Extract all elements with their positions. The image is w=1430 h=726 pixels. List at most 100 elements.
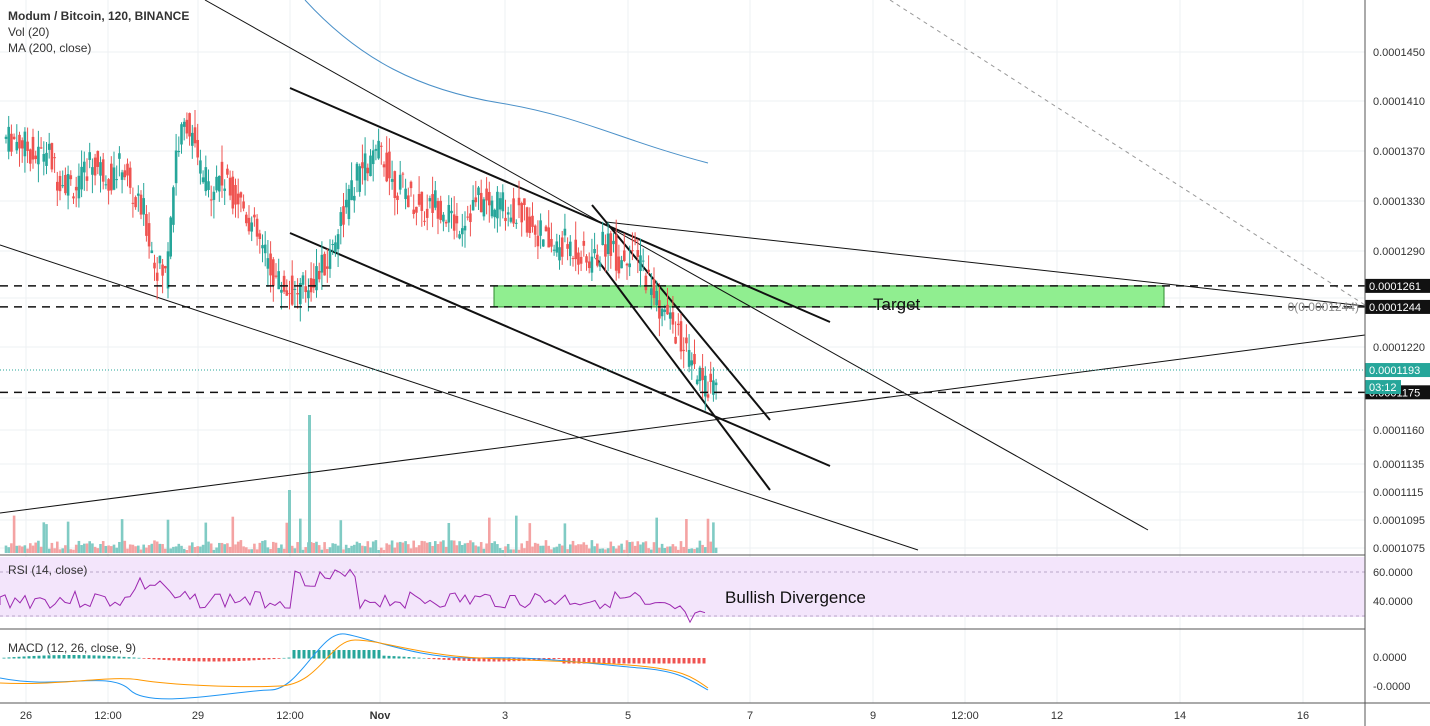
macd-hist-bar [277, 658, 281, 659]
candle [563, 213, 567, 243]
volume-bar [250, 549, 253, 553]
candle [547, 210, 550, 248]
candle [577, 247, 580, 275]
macd-hist-bar [367, 650, 371, 659]
macd-hist-bar [657, 658, 661, 664]
candle [307, 278, 310, 312]
candle [701, 353, 704, 399]
volume-bar [655, 517, 658, 553]
volume-bar [42, 522, 46, 553]
volume-bar [93, 546, 97, 553]
volume-bar [477, 546, 480, 553]
volume-bar [239, 540, 243, 553]
macd-hist-bar [37, 655, 41, 659]
macd-hist-bar [212, 658, 216, 662]
candle [344, 182, 348, 214]
macd-hist-bar [487, 658, 491, 662]
candle [101, 152, 105, 190]
volume-bar [501, 549, 505, 553]
x-tick-8: 9 [870, 710, 876, 722]
macd-hist-bar [207, 658, 211, 662]
macd-hist-bar [67, 655, 71, 659]
candle [288, 280, 291, 310]
volume-bar [417, 545, 421, 553]
volume-bar [706, 518, 710, 553]
volume-bar [193, 546, 197, 553]
candle [83, 151, 86, 191]
volume-bar [531, 546, 534, 553]
candle [363, 137, 367, 196]
volume-bar [436, 544, 440, 553]
macd-legend: MACD (12, 26, close, 9) [8, 641, 137, 655]
volume-bar [474, 545, 478, 553]
countdown-label: 03:12 [1369, 382, 1397, 394]
candle [296, 278, 299, 309]
candle [274, 263, 278, 279]
candle [166, 242, 170, 299]
candle [120, 169, 124, 194]
volume-bar [625, 540, 629, 553]
macd-hist-bar [427, 658, 431, 659]
volume-bar [652, 542, 656, 553]
candle [123, 164, 127, 181]
volume-bar [212, 549, 216, 553]
volume-bar [317, 545, 321, 553]
level-tag-1 [1365, 299, 1430, 314]
volume-bar [153, 540, 156, 553]
candle [223, 179, 226, 205]
volume-bar [45, 524, 48, 553]
ma-200-line [304, 0, 709, 164]
macd-hist-bar [407, 657, 411, 659]
candle [412, 194, 415, 219]
volume-bar [299, 518, 302, 553]
candle [431, 176, 434, 228]
y-tick-2: 0.0001370 [1373, 146, 1425, 158]
volume-bar [701, 544, 704, 553]
volume-bar [58, 549, 62, 553]
volume-bar [587, 548, 591, 553]
candle [398, 160, 402, 195]
macd-hist-bar [432, 658, 436, 660]
candle [91, 158, 94, 194]
volume-bar [458, 541, 461, 553]
rsi-series [0, 568, 706, 624]
candle [326, 248, 329, 283]
macd-hist-bar [2, 657, 6, 659]
candle [147, 212, 151, 259]
candle [334, 235, 337, 257]
volume-bar [377, 549, 380, 553]
trendline-3 [289, 232, 831, 467]
macd-hist-bar [572, 658, 576, 664]
candle [644, 272, 648, 294]
volume-bar [209, 543, 213, 553]
candle [396, 192, 399, 215]
volume-bar [236, 541, 240, 553]
macd-hist-bar [597, 658, 601, 664]
candle [485, 177, 488, 215]
macd-hist-bar [387, 655, 391, 659]
candle [531, 202, 534, 233]
macd-hist-bar [482, 658, 486, 662]
volume-bar [218, 542, 221, 553]
candle [199, 149, 202, 185]
candle [320, 241, 324, 290]
candle [579, 250, 583, 272]
volume-bar [223, 544, 226, 553]
volume-bar [390, 540, 394, 553]
volume-bar [428, 542, 432, 553]
y-tick-8: 0.0001115 [1373, 487, 1423, 499]
candle [304, 270, 307, 303]
candle [161, 258, 164, 294]
candle [517, 180, 521, 219]
volume-bar [123, 540, 127, 553]
volume-bar [37, 540, 40, 553]
volume-bar [15, 545, 19, 553]
candle [42, 141, 46, 176]
volume-bar [695, 547, 699, 553]
macd-hist-bar [342, 650, 346, 659]
candle [620, 255, 623, 269]
macd-hist-bar [47, 655, 51, 659]
candle [172, 185, 175, 233]
candle [601, 221, 604, 246]
